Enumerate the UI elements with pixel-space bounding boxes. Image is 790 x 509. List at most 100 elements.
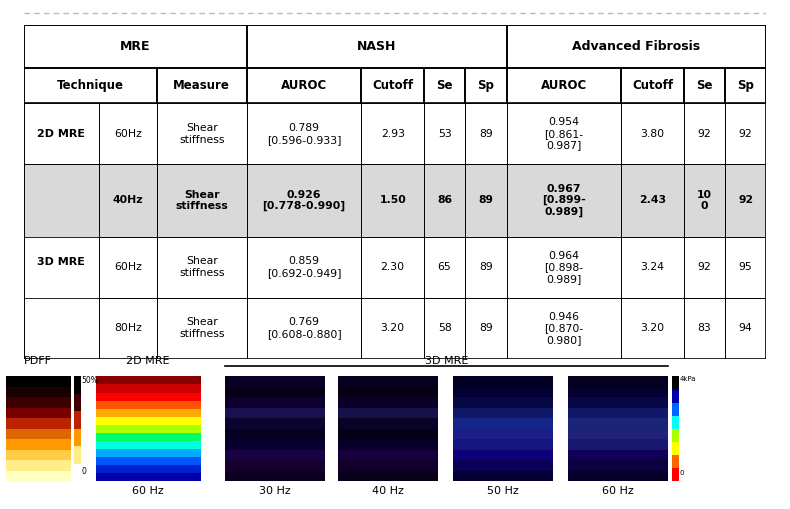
Bar	[362, 298, 424, 359]
Bar	[73, 464, 81, 482]
Bar	[24, 164, 766, 237]
Bar	[6, 376, 70, 387]
Bar	[96, 465, 201, 473]
Bar	[6, 471, 70, 482]
Text: MRE: MRE	[120, 40, 150, 53]
Bar	[73, 411, 81, 429]
Bar	[465, 298, 506, 359]
Text: 2.93: 2.93	[381, 129, 404, 139]
Bar	[156, 298, 246, 359]
Bar	[621, 103, 683, 164]
Bar	[672, 429, 679, 442]
Bar	[568, 387, 668, 398]
Bar	[96, 409, 201, 417]
Text: 4kPa: 4kPa	[680, 376, 697, 382]
Bar	[683, 68, 725, 103]
Bar	[506, 68, 621, 103]
Text: 89: 89	[479, 323, 493, 333]
Bar	[225, 418, 325, 429]
Text: 0: 0	[81, 467, 86, 476]
Bar	[338, 471, 438, 482]
Text: 89: 89	[479, 129, 493, 139]
Bar	[568, 471, 668, 482]
Bar	[506, 237, 621, 298]
Bar	[672, 468, 679, 482]
Bar	[362, 68, 424, 103]
Bar	[453, 408, 553, 418]
Bar	[156, 68, 246, 103]
Text: Shear
stiffness: Shear stiffness	[179, 123, 224, 145]
Bar	[225, 408, 325, 418]
Text: 2.30: 2.30	[381, 262, 404, 272]
Bar	[338, 408, 438, 418]
Bar	[6, 461, 70, 471]
Text: 0.954
[0.861-
0.987]: 0.954 [0.861- 0.987]	[544, 117, 584, 150]
Bar	[338, 376, 438, 387]
Bar	[96, 441, 201, 449]
Bar	[725, 237, 766, 298]
Bar	[156, 237, 246, 298]
Bar	[424, 298, 465, 359]
Bar	[725, 298, 766, 359]
Text: 3D MRE: 3D MRE	[37, 257, 85, 267]
Text: 60Hz: 60Hz	[114, 262, 142, 272]
Text: 3.20: 3.20	[381, 323, 404, 333]
Bar	[225, 429, 325, 439]
Bar	[506, 298, 621, 359]
Bar	[506, 103, 621, 164]
Bar	[246, 103, 362, 164]
Bar	[465, 68, 506, 103]
Text: 80Hz: 80Hz	[114, 323, 142, 333]
Bar	[156, 164, 246, 237]
Bar	[362, 103, 424, 164]
Text: Cutoff: Cutoff	[372, 79, 413, 92]
Bar	[672, 403, 679, 416]
Bar	[246, 25, 506, 68]
Text: AUROC: AUROC	[541, 79, 587, 92]
Text: 3.20: 3.20	[641, 323, 664, 333]
Text: 3.80: 3.80	[641, 129, 664, 139]
Bar	[225, 376, 325, 387]
Bar	[453, 471, 553, 482]
Bar	[96, 401, 201, 409]
Bar	[453, 387, 553, 398]
Bar	[96, 433, 201, 441]
Text: 3D MRE: 3D MRE	[425, 356, 468, 366]
Text: PDFF: PDFF	[24, 356, 52, 366]
Bar	[465, 237, 506, 298]
Bar	[246, 164, 362, 237]
Bar	[96, 384, 201, 392]
Text: 50%: 50%	[81, 376, 99, 385]
Bar	[568, 398, 668, 408]
Bar	[338, 429, 438, 439]
Bar	[246, 68, 362, 103]
Text: 40 Hz: 40 Hz	[372, 487, 404, 496]
Bar	[568, 439, 668, 450]
Bar	[73, 446, 81, 464]
Bar	[453, 429, 553, 439]
Bar	[96, 376, 201, 384]
Text: 0.964
[0.898-
0.989]: 0.964 [0.898- 0.989]	[544, 250, 584, 284]
Bar	[424, 164, 465, 237]
Bar	[672, 416, 679, 429]
Text: 89: 89	[479, 262, 493, 272]
Bar	[672, 376, 679, 389]
Bar	[362, 164, 424, 237]
Bar	[6, 439, 70, 450]
Text: 0.789
[0.596-0.933]: 0.789 [0.596-0.933]	[267, 123, 341, 145]
Bar	[568, 461, 668, 471]
Text: 60 Hz: 60 Hz	[132, 487, 164, 496]
Bar	[424, 237, 465, 298]
Bar	[568, 376, 668, 387]
Bar	[6, 398, 70, 408]
Text: 92: 92	[698, 262, 711, 272]
Bar	[362, 237, 424, 298]
Bar	[621, 164, 683, 237]
Text: 10
0: 10 0	[697, 190, 712, 211]
Bar	[465, 103, 506, 164]
Text: 1.50: 1.50	[379, 195, 406, 206]
Bar	[621, 68, 683, 103]
Bar	[672, 442, 679, 455]
Bar	[99, 103, 156, 164]
Bar	[225, 461, 325, 471]
